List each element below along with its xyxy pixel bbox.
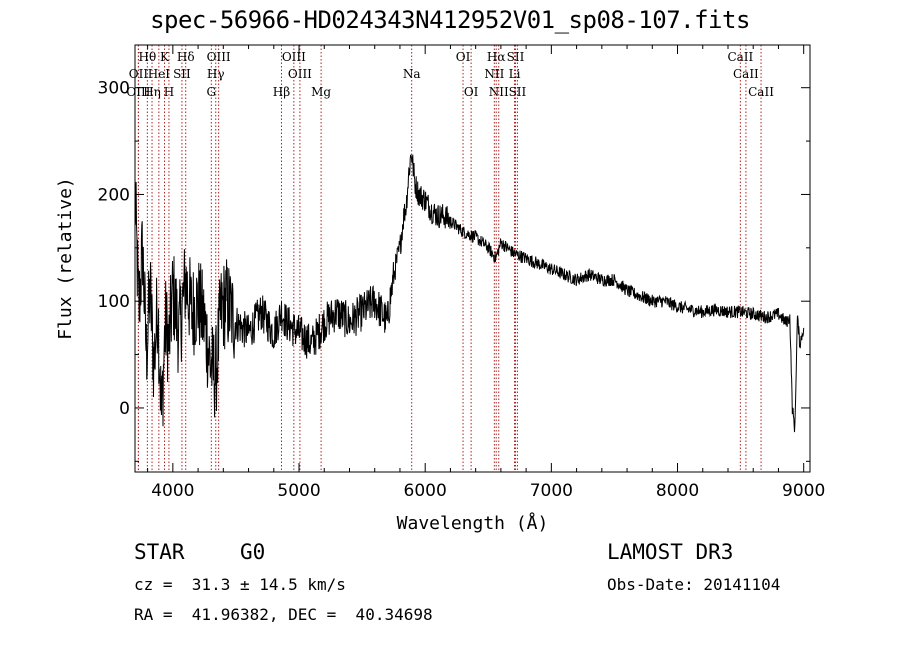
coordinates: RA = 41.96382, DEC = 40.34698	[134, 605, 433, 624]
spectral-line-label-20: SII	[507, 50, 525, 64]
plot-frame	[134, 44, 811, 473]
y-tick-label-3: 300	[98, 79, 130, 99]
redshift-text: cz = 31.3 ± 14.5 km/s	[134, 575, 346, 594]
spectral-line-label-11: G	[207, 85, 217, 99]
y-tick-label-1: 100	[98, 292, 130, 312]
obs-date: Obs-Date: 20141104	[607, 575, 781, 594]
spectral-line-label-8: Hδ	[177, 50, 195, 64]
y-tick-label-0: 0	[119, 399, 130, 419]
spectral-line-label-0: Hθ	[139, 50, 157, 64]
y-tick-label-2: 200	[98, 185, 130, 205]
subclass: G0	[240, 540, 266, 564]
spectral-line-label-26: CaII	[733, 67, 759, 81]
spectral-line-label-2: OIII	[126, 85, 150, 99]
spectral-line-label-3: Hη	[143, 85, 161, 99]
x-axis-label: Wavelength (Å)	[397, 512, 549, 534]
spectral-line-label-22: Li	[509, 67, 521, 81]
x-tick-label-1: 5000	[277, 481, 320, 501]
x-tick-label-4: 8000	[656, 481, 699, 501]
spectral-line-label-10: Hγ	[207, 67, 225, 81]
spectral-line-label-12: OIII	[282, 50, 306, 64]
spectral-line-label-24: SII	[509, 85, 527, 99]
spectral-line-label-23: NII	[489, 85, 509, 99]
spectral-line-label-4: K	[160, 50, 170, 64]
spectral-line-label-6: SII	[173, 67, 191, 81]
spectral-line-label-19: Hα	[487, 50, 506, 64]
spectral-line-label-25: CaII	[727, 50, 753, 64]
axes-layer: 4000 5000 6000 7000 8000 9000 0 100 200 300	[98, 45, 825, 501]
spectral-line-label-16: Na	[403, 67, 421, 81]
spectrum-series-line	[134, 154, 805, 433]
spectral-line-label-27: CaII	[748, 85, 774, 99]
x-tick-label-2: 6000	[404, 481, 447, 501]
object-class: STAR	[134, 540, 185, 564]
series-layer	[134, 154, 805, 433]
x-tick-label-5: 9000	[782, 481, 825, 501]
chart-title: spec-56966-HD024343N412952V01_sp08-107.f…	[150, 6, 750, 34]
spectral-line-label-15: Mg	[311, 85, 331, 99]
spectral-line-label-18: OI	[464, 85, 479, 99]
survey-name: LAMOST DR3	[607, 540, 734, 564]
spectral-line-label-5: HeI	[148, 67, 171, 81]
x-tick-label-0: 4000	[151, 481, 194, 501]
spectral-lines-layer	[137, 45, 762, 472]
spectral-line-label-17: OI	[456, 50, 471, 64]
spectral-line-label-13: OIII	[288, 67, 312, 81]
x-tick-label-3: 7000	[530, 481, 573, 501]
spectral-line-label-14: Hβ	[273, 85, 290, 99]
spectral-line-label-21: NII	[484, 67, 504, 81]
spectral-line-label-1: OII	[129, 67, 149, 81]
spectral-line-label-7: H	[164, 85, 174, 99]
y-axis-label: Flux (relative)	[55, 177, 76, 340]
spectral-line-label-9: OIII	[207, 50, 231, 64]
